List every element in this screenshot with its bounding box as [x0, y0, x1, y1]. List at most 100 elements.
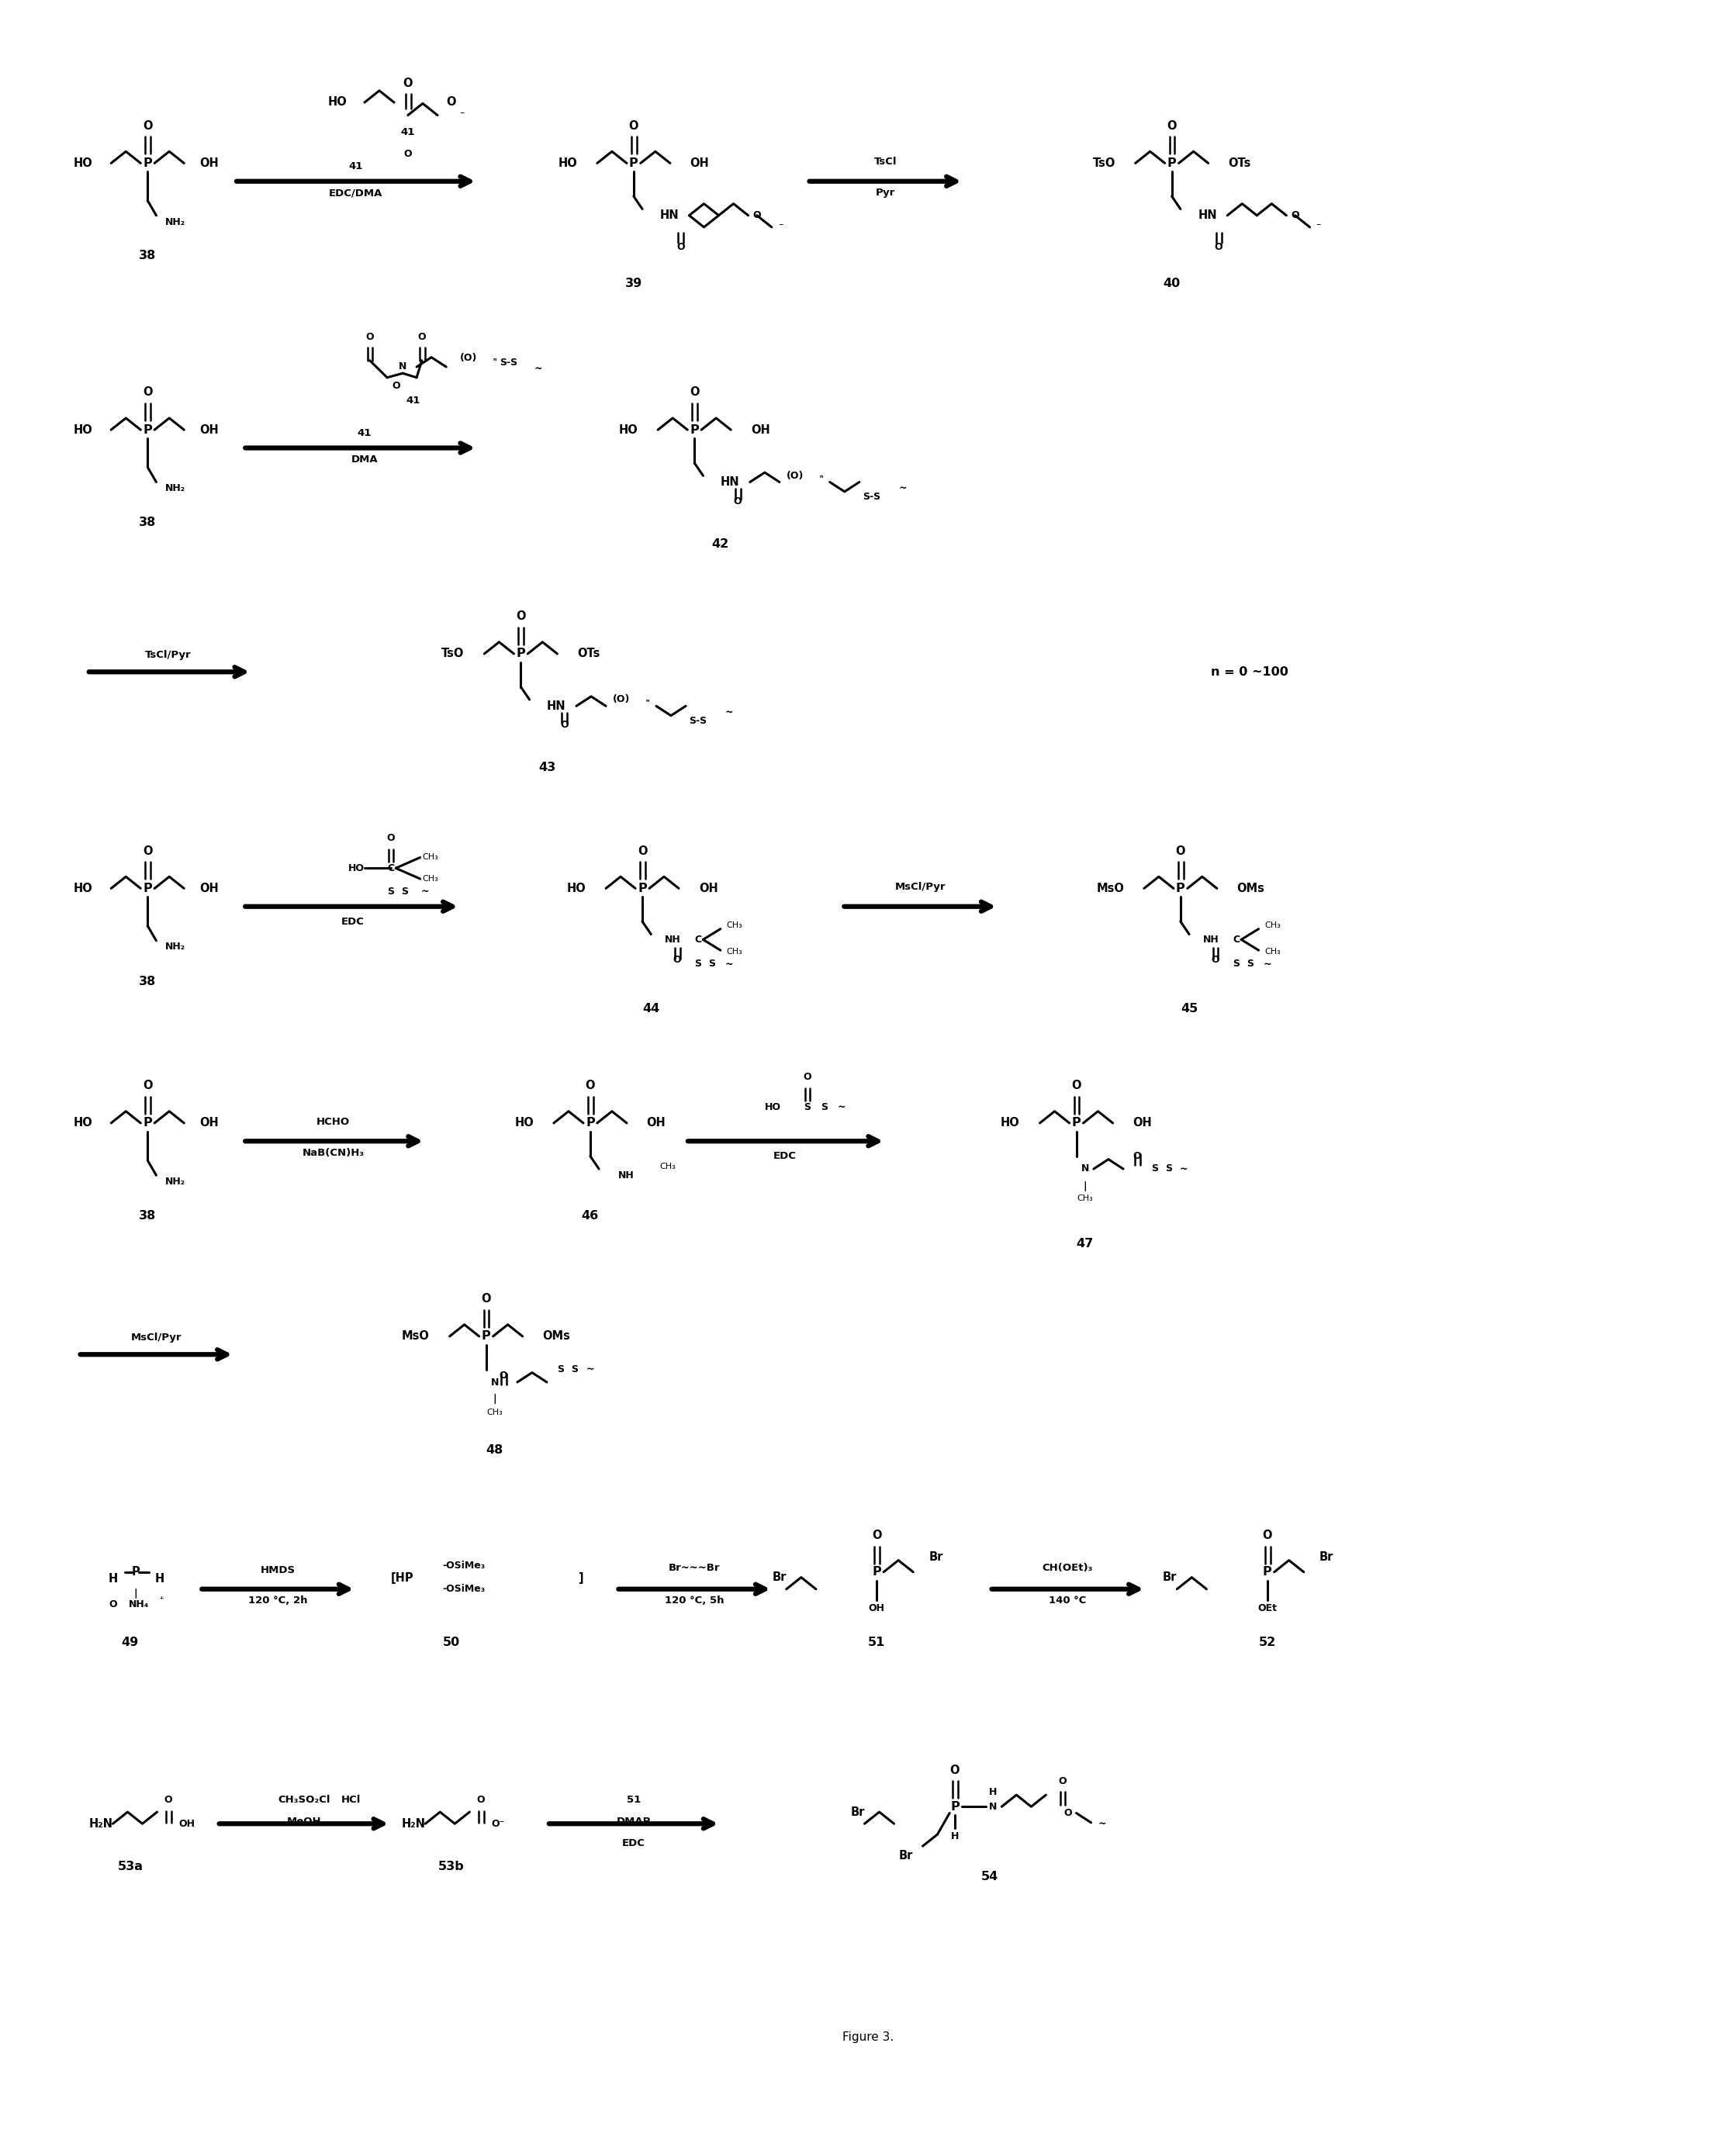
Text: 48: 48	[486, 1444, 503, 1457]
Text: CH₃: CH₃	[422, 875, 439, 883]
Text: MsCl/Pyr: MsCl/Pyr	[894, 883, 946, 892]
Text: O: O	[1059, 1777, 1066, 1785]
Text: Figure 3.: Figure 3.	[842, 2031, 894, 2043]
Text: P: P	[1262, 1566, 1272, 1578]
Text: O: O	[392, 382, 399, 390]
Text: DMA: DMA	[351, 454, 378, 465]
Text: P: P	[628, 158, 639, 169]
Text: C: C	[694, 934, 701, 945]
Text: O: O	[500, 1372, 507, 1380]
Text: C: C	[1233, 934, 1240, 945]
Text: ~: ~	[1180, 1165, 1187, 1173]
Text: O: O	[142, 1079, 153, 1092]
Text: O: O	[950, 1764, 960, 1777]
Text: S: S	[557, 1365, 564, 1374]
Text: ~: ~	[899, 484, 906, 493]
Text: P: P	[871, 1566, 882, 1578]
Text: EDC: EDC	[773, 1152, 797, 1160]
Text: 38: 38	[139, 975, 156, 988]
Text: 42: 42	[712, 538, 729, 550]
Text: 140 °C: 140 °C	[1049, 1595, 1087, 1606]
Text: Br: Br	[1163, 1572, 1177, 1583]
Text: ~: ~	[838, 1103, 845, 1111]
Text: 120 °C, 5h: 120 °C, 5h	[665, 1595, 724, 1606]
Text: DMAP: DMAP	[616, 1817, 651, 1826]
Text: O: O	[366, 333, 373, 341]
Text: S: S	[1233, 960, 1240, 968]
Text: ~: ~	[422, 887, 429, 896]
Text: O: O	[637, 845, 648, 857]
Text: O: O	[871, 1529, 882, 1542]
Text: MsO: MsO	[401, 1331, 429, 1342]
Text: ⁺: ⁺	[160, 1595, 163, 1604]
Text: P: P	[637, 883, 648, 894]
Text: 53a: 53a	[118, 1860, 142, 1873]
Text: H: H	[951, 1832, 958, 1841]
Text: S: S	[387, 887, 394, 896]
Text: OH: OH	[179, 1819, 194, 1828]
Text: OMs: OMs	[1236, 883, 1266, 894]
Text: 51: 51	[627, 1796, 641, 1805]
Text: CH(OEt)₃: CH(OEt)₃	[1042, 1563, 1094, 1572]
Text: 40: 40	[1163, 277, 1180, 290]
Text: TsO: TsO	[441, 648, 464, 659]
Text: 52: 52	[1259, 1636, 1276, 1649]
Text: N: N	[491, 1378, 498, 1386]
Text: ~: ~	[535, 365, 542, 373]
Text: P: P	[142, 883, 153, 894]
Text: S-S: S-S	[689, 717, 707, 725]
Text: OTs: OTs	[576, 648, 601, 659]
Text: OH: OH	[1132, 1118, 1153, 1128]
Text: S: S	[1246, 960, 1253, 968]
Text: ₙ: ₙ	[646, 695, 649, 704]
Text: N: N	[990, 1802, 996, 1811]
Text: HO: HO	[73, 158, 94, 169]
Text: N: N	[399, 363, 406, 371]
Text: 43: 43	[538, 761, 556, 774]
Text: O: O	[674, 956, 681, 964]
Text: HCHO: HCHO	[316, 1118, 351, 1126]
Text: S: S	[1151, 1165, 1158, 1173]
Text: EDC: EDC	[340, 917, 365, 926]
Text: OH: OH	[750, 424, 771, 435]
Text: S: S	[804, 1103, 811, 1111]
Text: 38: 38	[139, 516, 156, 529]
Text: (O): (O)	[786, 471, 804, 480]
Text: Br: Br	[851, 1807, 865, 1817]
Text: Br: Br	[773, 1572, 786, 1583]
Text: O: O	[446, 96, 457, 109]
Text: O: O	[477, 1796, 484, 1805]
Text: S: S	[708, 960, 715, 968]
Text: [HP: [HP	[391, 1572, 413, 1585]
Text: OH: OH	[868, 1604, 885, 1613]
Text: O: O	[418, 333, 425, 341]
Text: HO: HO	[73, 883, 94, 894]
Text: HN: HN	[660, 209, 679, 222]
Text: P: P	[689, 424, 700, 435]
Text: P: P	[1167, 158, 1177, 169]
Text: 41: 41	[401, 128, 415, 137]
Text: HN: HN	[720, 476, 740, 488]
Text: OH: OH	[646, 1118, 667, 1128]
Text: MsO: MsO	[1095, 883, 1125, 894]
Text: O: O	[1167, 119, 1177, 132]
Text: NH₄: NH₄	[128, 1600, 149, 1608]
Text: H: H	[108, 1572, 118, 1585]
Text: Br: Br	[929, 1551, 943, 1563]
Text: NH: NH	[665, 934, 681, 945]
Text: ]: ]	[580, 1572, 583, 1585]
Text: OH: OH	[200, 424, 219, 435]
Text: ~: ~	[1264, 960, 1271, 968]
Text: 41: 41	[349, 162, 363, 171]
Text: NH₂: NH₂	[165, 1177, 186, 1186]
Text: 53b: 53b	[437, 1860, 465, 1873]
Text: 51: 51	[868, 1636, 885, 1649]
Text: O: O	[1175, 845, 1186, 857]
Text: CH₃: CH₃	[1264, 921, 1281, 930]
Text: ⁻: ⁻	[1316, 222, 1321, 232]
Text: 50: 50	[443, 1636, 460, 1649]
Text: EDC/DMA: EDC/DMA	[330, 188, 382, 198]
Text: O: O	[1064, 1809, 1071, 1817]
Text: HO: HO	[566, 883, 585, 894]
Text: HO: HO	[514, 1118, 535, 1128]
